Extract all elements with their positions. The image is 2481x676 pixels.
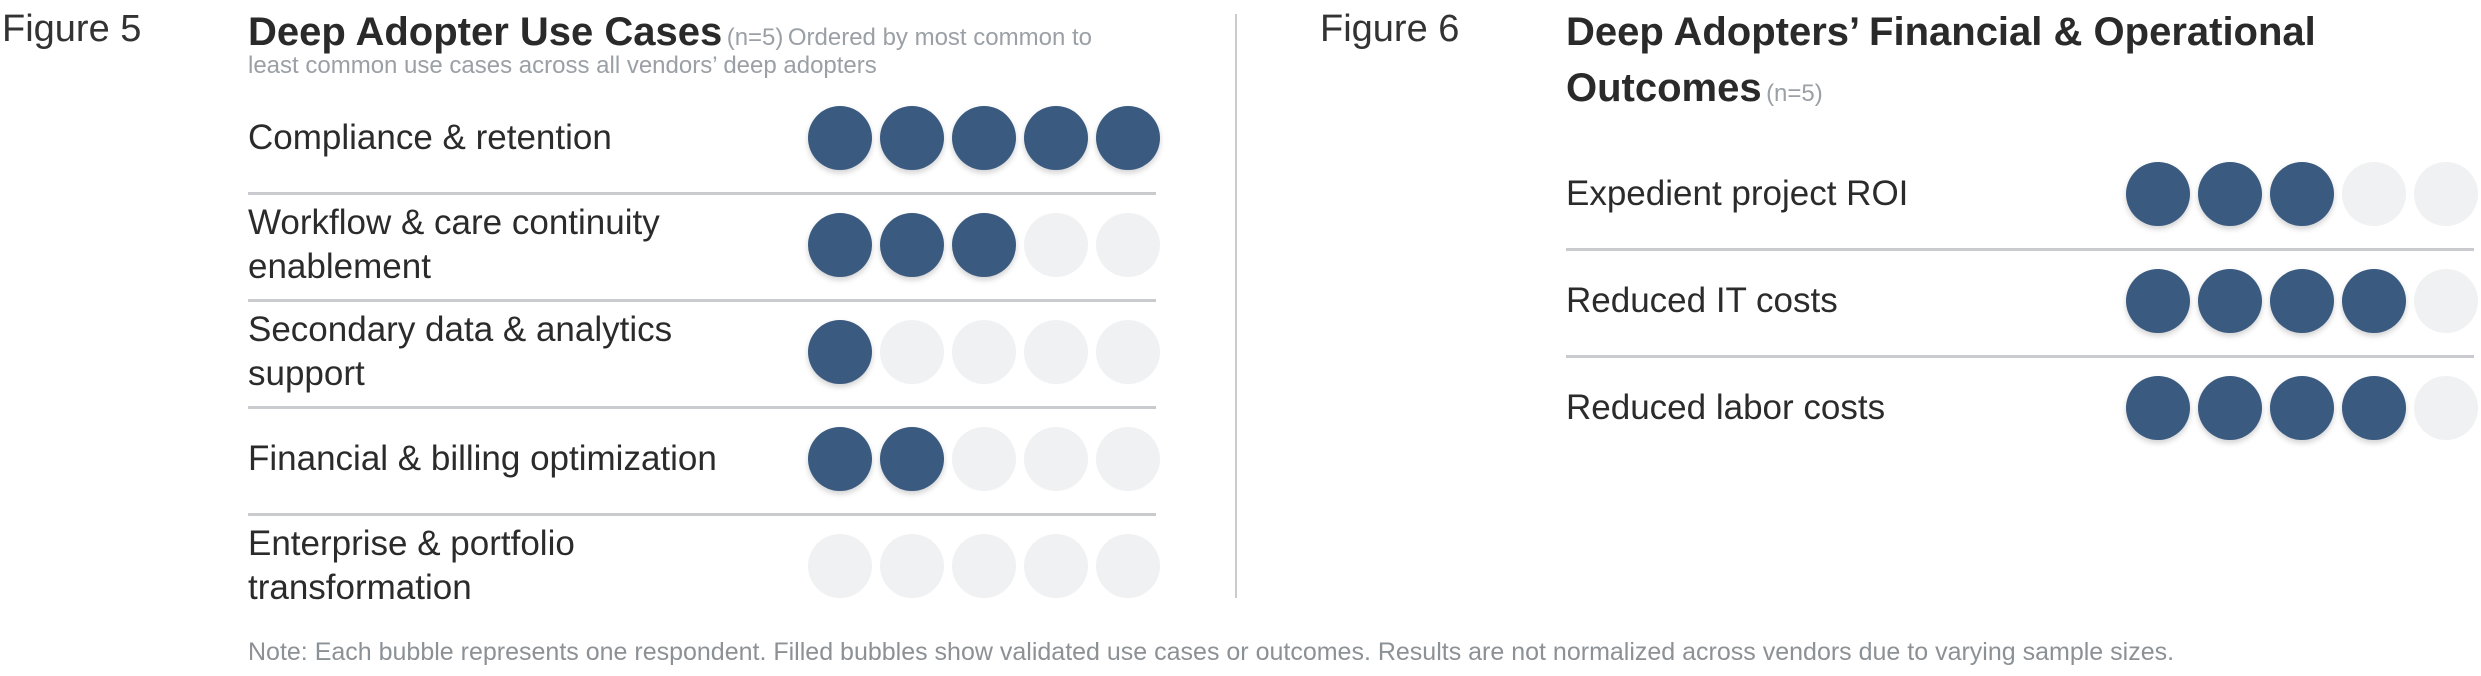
- bubble-group: [808, 533, 1160, 598]
- row-label: Workflow & care continuity enablement: [248, 202, 660, 286]
- figure-5-title: Deep Adopter Use Cases: [248, 10, 723, 54]
- row-2: Secondary data & analytics support: [248, 298, 768, 405]
- empty-bubble: [808, 533, 872, 598]
- empty-bubble: [952, 319, 1016, 384]
- figure-6-title-line-1: Deep Adopters’ Financial & Operational: [1566, 10, 2316, 54]
- filled-bubble: [2342, 268, 2406, 333]
- bubble-group: [2126, 375, 2478, 440]
- filled-bubble: [1024, 105, 1088, 170]
- bubble-group: [808, 319, 1160, 384]
- row-divider: [1566, 248, 2474, 251]
- row-divider: [1566, 355, 2474, 358]
- row-1: Reduced IT costs: [1566, 247, 2086, 354]
- empty-bubble: [1096, 533, 1160, 598]
- empty-bubble: [880, 319, 944, 384]
- row-1: Workflow & care continuity enablement: [248, 191, 768, 298]
- filled-bubble: [952, 105, 1016, 170]
- row-label: Enterprise & portfolio transformation: [248, 523, 575, 607]
- row-3: Financial & billing optimization: [248, 405, 768, 512]
- filled-bubble: [2126, 268, 2190, 333]
- filled-bubble: [2126, 375, 2190, 440]
- empty-bubble: [1024, 426, 1088, 491]
- figure-6-label: Figure 6: [1320, 8, 1460, 50]
- empty-bubble: [1024, 533, 1088, 598]
- row-0: Compliance & retention: [248, 84, 768, 191]
- empty-bubble: [1024, 212, 1088, 277]
- filled-bubble: [808, 212, 872, 277]
- empty-bubble: [1096, 319, 1160, 384]
- bubble-group: [808, 105, 1160, 170]
- filled-bubble: [2198, 375, 2262, 440]
- figure-6-n: (n=5): [1766, 80, 1823, 107]
- filled-bubble: [2126, 161, 2190, 226]
- filled-bubble: [2198, 161, 2262, 226]
- empty-bubble: [952, 533, 1016, 598]
- empty-bubble: [1096, 212, 1160, 277]
- filled-bubble: [808, 319, 872, 384]
- filled-bubble: [808, 426, 872, 491]
- figure-6-title-line-2: Outcomes: [1566, 66, 1762, 110]
- filled-bubble: [952, 212, 1016, 277]
- row-divider: [248, 513, 1156, 516]
- empty-bubble: [880, 533, 944, 598]
- row-label: Reduced labor costs: [1566, 387, 1886, 427]
- filled-bubble: [2270, 375, 2334, 440]
- row-4: Enterprise & portfolio transformation: [248, 512, 768, 619]
- figure-5-n: (n=5): [726, 24, 784, 51]
- row-label: Financial & billing optimization: [248, 438, 717, 478]
- row-divider: [248, 192, 1156, 195]
- filled-bubble: [2270, 268, 2334, 333]
- filled-bubble: [2270, 161, 2334, 226]
- filled-bubble: [880, 212, 944, 277]
- filled-bubble: [2342, 375, 2406, 440]
- filled-bubble: [880, 105, 944, 170]
- filled-bubble: [1096, 105, 1160, 170]
- row-0: Expedient project ROI: [1566, 140, 2086, 247]
- bubble-group: [808, 426, 1160, 491]
- row-label: Secondary data & analytics support: [248, 309, 673, 393]
- empty-bubble: [2414, 375, 2478, 440]
- bubble-group: [808, 212, 1160, 277]
- figure-divider: [1235, 14, 1237, 598]
- footnote: Note: Each bubble represents one respond…: [248, 638, 2175, 666]
- row-label: Reduced IT costs: [1566, 280, 1838, 320]
- figure-5-subtitle-1: Ordered by most common to: [787, 24, 1092, 51]
- row-2: Reduced labor costs: [1566, 354, 2086, 461]
- figure-5-label: Figure 5: [2, 8, 142, 50]
- filled-bubble: [2198, 268, 2262, 333]
- bubble-group: [2126, 268, 2478, 333]
- empty-bubble: [1096, 426, 1160, 491]
- row-divider: [248, 299, 1156, 302]
- empty-bubble: [1024, 319, 1088, 384]
- figure-6-title-block: Deep Adopters’ Financial & Operational O…: [1566, 4, 2466, 116]
- row-divider: [248, 406, 1156, 409]
- figure-5-subtitle-2: least common use cases across all vendor…: [248, 52, 877, 79]
- empty-bubble: [2414, 268, 2478, 333]
- bubble-group: [2126, 161, 2478, 226]
- row-label: Expedient project ROI: [1566, 173, 1909, 213]
- filled-bubble: [808, 105, 872, 170]
- empty-bubble: [952, 426, 1016, 491]
- row-label: Compliance & retention: [248, 117, 612, 157]
- empty-bubble: [2342, 161, 2406, 226]
- empty-bubble: [2414, 161, 2478, 226]
- figure-5-title-block: Deep Adopter Use Cases (n=5) Ordered by …: [248, 4, 1148, 82]
- filled-bubble: [880, 426, 944, 491]
